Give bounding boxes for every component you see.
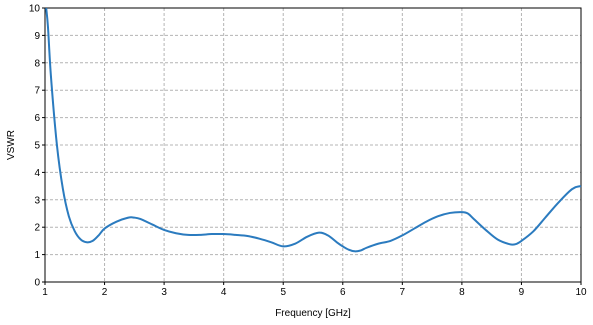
vswr-series-line — [45, 7, 582, 253]
y-tick-label: 8 — [34, 58, 40, 69]
x-axis-title: Frequency [GHz] — [275, 308, 351, 319]
y-tick-label: 0 — [34, 278, 40, 289]
y-axis-title: VSWR — [6, 130, 17, 160]
y-tick-label: 7 — [34, 86, 40, 97]
x-tick-label: 2 — [102, 287, 108, 298]
x-axis-ticks: 1 2 3 4 5 6 7 8 9 10 — [42, 282, 587, 298]
x-tick-label: 3 — [161, 287, 167, 298]
y-tick-label: 9 — [34, 31, 40, 42]
x-tick-label: 4 — [221, 287, 227, 298]
y-tick-label: 6 — [34, 113, 40, 124]
x-tick-label: 1 — [42, 287, 48, 298]
y-tick-label: 4 — [34, 168, 40, 179]
grid — [45, 8, 581, 282]
x-tick-label: 7 — [400, 287, 406, 298]
y-tick-label: 1 — [34, 250, 40, 261]
x-tick-label: 9 — [519, 287, 525, 298]
series-layer — [45, 7, 582, 253]
y-tick-label: 3 — [34, 195, 40, 206]
x-tick-label: 8 — [459, 287, 465, 298]
x-tick-label: 6 — [340, 287, 346, 298]
y-tick-label: 2 — [34, 223, 40, 234]
x-tick-label: 10 — [575, 287, 587, 298]
y-tick-label: 5 — [34, 141, 40, 152]
y-axis-ticks: 0 1 2 3 4 5 6 7 8 9 10 — [29, 4, 45, 289]
y-tick-label: 10 — [29, 4, 41, 15]
x-tick-label: 5 — [280, 287, 286, 298]
